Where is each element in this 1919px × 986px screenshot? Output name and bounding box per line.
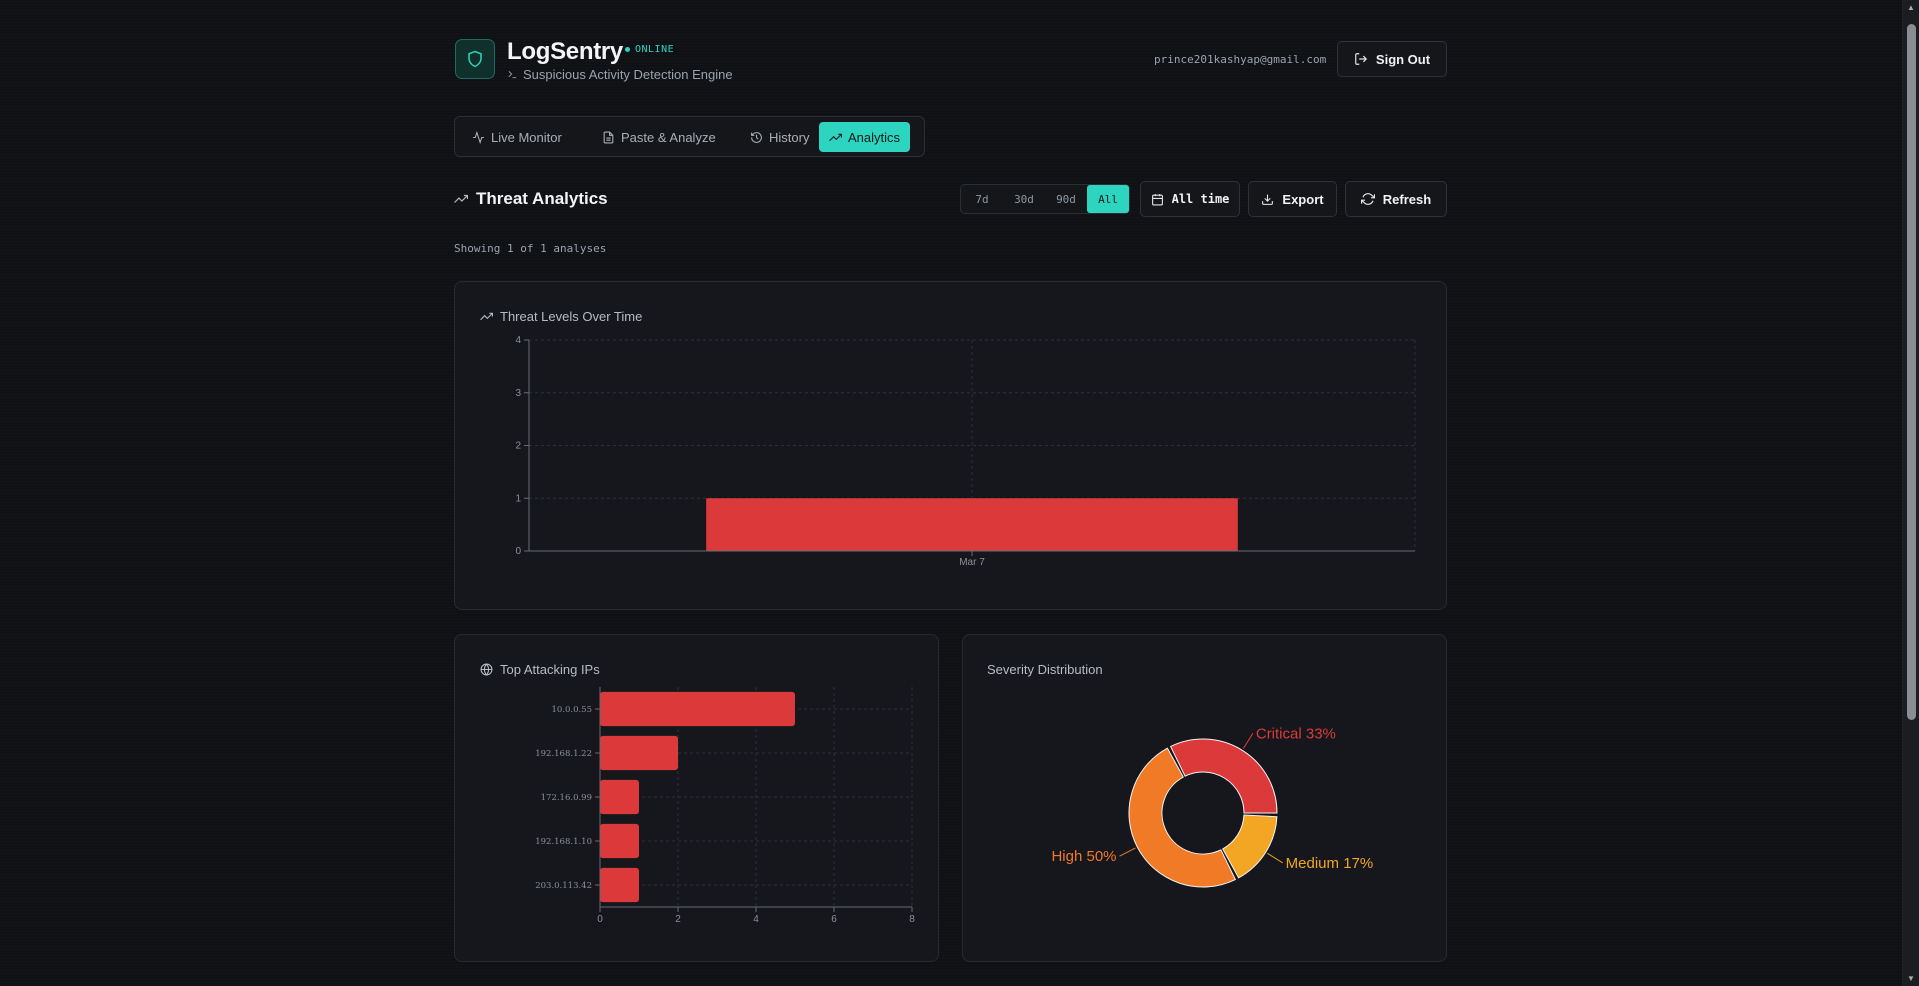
- bar: [706, 498, 1238, 551]
- x-tick-label: Mar 7: [959, 557, 985, 568]
- shield-icon: [468, 50, 482, 68]
- tab-analytics[interactable]: Analytics: [819, 122, 911, 152]
- y-tick-label: 203.0.113.42: [535, 881, 592, 891]
- tab-paste-analyze[interactable]: Paste & Analyze: [592, 122, 726, 152]
- y-tick-label: 0: [515, 546, 521, 557]
- slice-label: Medium 17%: [1286, 855, 1374, 872]
- bar: [600, 735, 678, 771]
- globe-icon: [480, 663, 493, 676]
- y-tick-label: 192.168.1.22: [535, 749, 592, 759]
- bar: [600, 823, 639, 859]
- tab-label: Analytics: [848, 129, 901, 145]
- tab-live-monitor[interactable]: Live Monitor: [462, 122, 572, 152]
- threat-levels-card: Threat Levels Over Time 0 1 2 3 4 Mar 7: [454, 281, 1447, 610]
- refresh-label: Refresh: [1382, 191, 1432, 207]
- top-ips-chart: 0 2 4 6 8 10.0.0.55 192.168.1.22 172.16.0.99 192…: [535, 687, 915, 925]
- export-label: Export: [1282, 191, 1324, 207]
- trending-up-icon: [829, 133, 842, 141]
- activity-icon: [473, 130, 484, 144]
- range-30d[interactable]: 30d: [1014, 192, 1034, 206]
- refresh-button[interactable]: Refresh: [1345, 181, 1447, 217]
- card-title: Severity Distribution: [987, 662, 1103, 677]
- status-dot-icon: [625, 47, 630, 52]
- section-title: Threat Analytics: [454, 189, 608, 209]
- user-email: prince201kashyap@gmail.com: [1154, 53, 1327, 66]
- card-title-text: Severity Distribution: [987, 662, 1103, 677]
- main-tabs: Live Monitor Paste & Analyze History Ana…: [454, 116, 925, 157]
- document-icon: [603, 131, 614, 143]
- range-90d[interactable]: 90d: [1056, 192, 1076, 206]
- card-title-text: Threat Levels Over Time: [500, 309, 643, 324]
- bar: [600, 691, 795, 727]
- slice-leader-line: [1119, 847, 1136, 857]
- export-button[interactable]: Export: [1248, 181, 1337, 217]
- slice-leader-line: [1267, 852, 1283, 864]
- slice-label: Critical 33%: [1256, 725, 1336, 742]
- scroll-down-icon[interactable]: ▼: [1907, 974, 1915, 983]
- threat-levels-chart: 0 1 2 3 4 Mar 7: [515, 335, 1416, 568]
- x-tick-label: 0: [597, 914, 603, 925]
- y-tick-label: 1: [515, 493, 521, 504]
- showing-count: Showing 1 of 1 analyses: [454, 242, 607, 255]
- range-selector: 7d 30d 90d All: [960, 184, 1130, 214]
- card-title-text: Top Attacking IPs: [500, 662, 600, 677]
- y-tick-label: 4: [515, 335, 521, 346]
- logout-icon: [1355, 53, 1367, 65]
- scrollbar[interactable]: ▲ ▼: [1902, 0, 1919, 986]
- tab-label: History: [769, 129, 810, 145]
- x-tick-label: 4: [753, 914, 759, 925]
- date-range-label: All time: [1171, 192, 1230, 206]
- slice-leader-line: [1242, 733, 1254, 749]
- range-7d[interactable]: 7d: [975, 192, 989, 206]
- x-tick-label: 6: [831, 914, 837, 925]
- section-title-text: Threat Analytics: [476, 189, 608, 208]
- range-all[interactable]: All: [1087, 185, 1129, 213]
- card-title: Top Attacking IPs: [480, 662, 600, 677]
- bar: [600, 867, 639, 903]
- history-icon: [751, 131, 762, 143]
- x-tick-label: 8: [909, 914, 915, 925]
- severity-chart: Critical 33% Medium 17% High 50%: [1051, 725, 1374, 888]
- date-range-button[interactable]: All time: [1140, 181, 1240, 217]
- status-badge: ONLINE: [625, 44, 674, 55]
- terminal-icon: [508, 70, 517, 79]
- y-tick-label: 10.0.0.55: [551, 705, 592, 715]
- app-name: LogSentry: [507, 38, 623, 65]
- sign-out-label: Sign Out: [1375, 51, 1431, 67]
- sign-out-button[interactable]: Sign Out: [1337, 41, 1447, 77]
- y-tick-label: 172.16.0.99: [541, 793, 592, 803]
- logo: [455, 39, 495, 79]
- y-tick-label: 2: [515, 441, 521, 452]
- header: LogSentry ONLINE Suspicious Activity Det…: [454, 38, 1447, 82]
- slice-label: High 50%: [1051, 848, 1116, 865]
- tagline: Suspicious Activity Detection Engine: [507, 67, 733, 82]
- scroll-up-icon[interactable]: ▲: [1907, 3, 1915, 12]
- tab-label: Live Monitor: [491, 129, 562, 145]
- y-tick-label: 3: [515, 388, 521, 399]
- y-tick-label: 192.168.1.10: [535, 837, 592, 847]
- top-ips-card: Top Attacking IPs 0 2 4 6 8 10.0.0.55 192.168.…: [454, 634, 939, 962]
- x-tick-label: 2: [675, 914, 681, 925]
- download-icon: [1262, 194, 1274, 205]
- tab-history[interactable]: History: [740, 122, 819, 152]
- card-title: Threat Levels Over Time: [480, 309, 642, 324]
- bar: [600, 779, 639, 815]
- slice: [1222, 814, 1278, 879]
- trending-up-icon: [454, 194, 468, 203]
- refresh-icon: [1360, 193, 1375, 205]
- trending-up-icon: [480, 312, 493, 321]
- tagline-text: Suspicious Activity Detection Engine: [523, 67, 733, 82]
- scrollbar-thumb[interactable]: [1907, 24, 1916, 720]
- status-text: ONLINE: [635, 44, 675, 55]
- slice: [1169, 738, 1278, 814]
- tab-label: Paste & Analyze: [621, 129, 716, 145]
- slice: [1128, 747, 1237, 888]
- severity-card: Severity Distribution Critical 33% Medium…: [962, 634, 1447, 962]
- calendar-icon: [1151, 193, 1163, 205]
